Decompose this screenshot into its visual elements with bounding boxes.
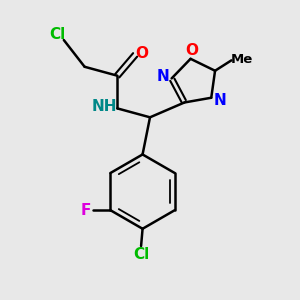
Text: Me: Me [231, 53, 253, 66]
Text: Cl: Cl [133, 247, 149, 262]
Text: N: N [213, 93, 226, 108]
Text: O: O [135, 46, 148, 61]
Text: NH: NH [92, 99, 118, 114]
Text: N: N [157, 68, 170, 83]
Text: Cl: Cl [49, 27, 65, 42]
Text: O: O [185, 43, 199, 58]
Text: F: F [80, 203, 91, 218]
